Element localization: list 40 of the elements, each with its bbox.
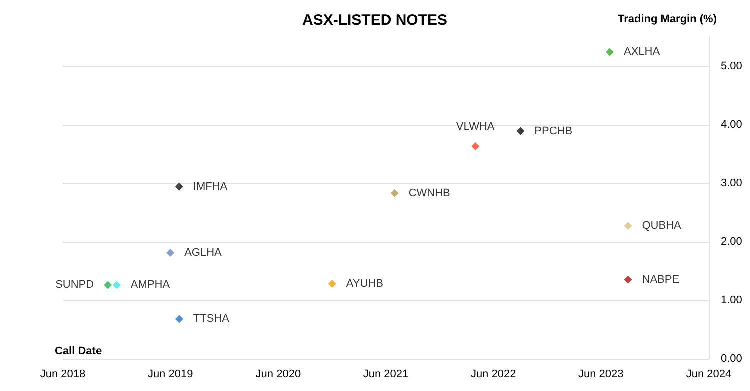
point bbox=[624, 276, 632, 284]
y-tick-label: 1.00 bbox=[721, 294, 742, 306]
x-tick-label: Jun 2021 bbox=[363, 368, 409, 380]
point bbox=[606, 48, 614, 56]
y-tick-label: 4.00 bbox=[721, 118, 742, 131]
series-label: NABPE bbox=[642, 274, 680, 286]
y-tick-label: 5.00 bbox=[721, 60, 742, 72]
point bbox=[175, 182, 184, 191]
series-label: AGLHA bbox=[184, 247, 223, 260]
x-axis-title: Call Date bbox=[55, 346, 102, 358]
series-label: AXLHA bbox=[624, 46, 661, 58]
x-tick-label: Jun 2023 bbox=[578, 368, 624, 380]
point bbox=[104, 281, 112, 290]
series-label: AYUHB bbox=[346, 278, 384, 290]
y-tick-label: 0.00 bbox=[721, 353, 742, 365]
series-label: IMFHA bbox=[193, 180, 228, 193]
point bbox=[112, 281, 121, 290]
point bbox=[328, 280, 336, 288]
series-label: AMPHA bbox=[130, 279, 171, 292]
x-tick-label: Jun 2024 bbox=[686, 368, 732, 380]
x-tick-label: Jun 2018 bbox=[40, 368, 86, 380]
series-label: SUNPD bbox=[56, 279, 94, 292]
series-label: TTSHA bbox=[193, 313, 230, 326]
point bbox=[175, 315, 184, 324]
x-tick-label: Jun 2019 bbox=[148, 368, 194, 380]
chart-title: ASX-LISTED NOTES bbox=[302, 12, 448, 29]
point bbox=[472, 142, 480, 150]
x-tick-label: Jun 2020 bbox=[256, 368, 302, 380]
series-label: PPCHB bbox=[534, 125, 573, 138]
series-label: VLWHA bbox=[456, 120, 496, 133]
point bbox=[166, 249, 175, 258]
y-tick-label: 3.00 bbox=[721, 177, 742, 190]
point bbox=[516, 127, 525, 136]
series-label: CWNHB bbox=[408, 187, 450, 200]
series-label: QUBHA bbox=[642, 220, 682, 232]
point bbox=[624, 222, 632, 230]
y-tick-label: 2.00 bbox=[721, 236, 742, 248]
y-axis-title: Trading Margin (%) bbox=[618, 14, 718, 26]
x-tick-label: Jun 2022 bbox=[470, 368, 516, 380]
point bbox=[390, 189, 399, 198]
